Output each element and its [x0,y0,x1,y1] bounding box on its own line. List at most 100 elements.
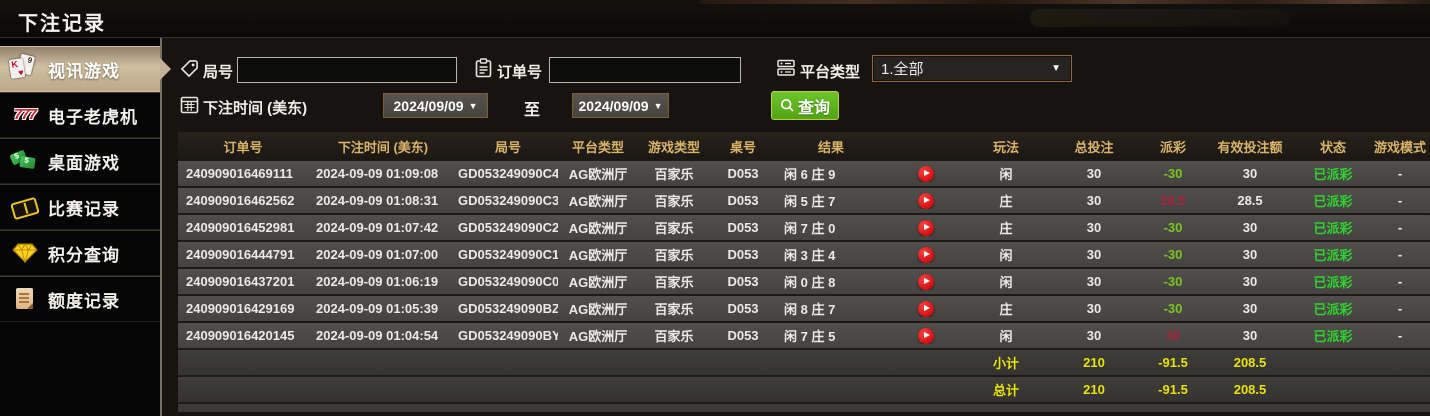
cell-mode: - [1397,193,1403,208]
platform-type-select[interactable]: 1.全部 ▼ [872,55,1072,82]
cell-valid: 30 [1242,274,1258,289]
cell-order: 240909016429169 [186,301,295,316]
cell-result: 闲 6 庄 9 [784,167,836,182]
sidebar-item-label: 额度记录 [48,291,120,311]
play-video-button[interactable] [918,273,934,290]
cell-time: 2024-09-09 01:07:42 [316,220,439,235]
cell-round: GD053249090C1 [458,247,558,262]
cell-play: 闲 [999,167,1013,182]
cell-play_btn [886,192,966,209]
chevron-down-icon: ▼ [1051,63,1061,74]
cell-platform: AG欧洲厅 [568,248,628,263]
header-cell: 有效投注额 [1217,139,1283,155]
cell-order: 240909016444791 [186,247,295,262]
cell-play: 闲 [999,275,1013,290]
cell-payout: -30 [1163,166,1183,181]
play-video-button[interactable] [918,246,934,263]
dominoes-icon [8,145,42,177]
query-button-label: 查询 [798,99,831,117]
cell-time: 2024-09-09 01:09:08 [316,166,439,181]
cell-mode: - [1397,274,1403,289]
tag-icon [180,60,198,78]
sidebar-item-points-query[interactable]: 积分查询 [0,230,160,276]
cell-platform: AG欧洲厅 [568,194,628,209]
cell-status: 已派彩 [1313,221,1353,236]
cell-valid: 28.5 [1237,193,1263,208]
sum-cell-total: 210 [1083,355,1105,370]
clipboard-icon [475,58,492,78]
cell-table_no: D053 [727,247,759,262]
table-total-row: 总计 210 -91.5 208.5 [178,377,1430,402]
cell-round: GD053249090C2 [458,220,558,235]
cell-status: 已派彩 [1313,275,1353,290]
date-from-picker[interactable]: 2024/09/09 ▼ [383,93,488,118]
cell-total: 30 [1086,274,1102,289]
header-cell: 平台类型 [571,139,624,155]
bet-time-label: 下注时间 (美东) [203,100,308,117]
play-video-button[interactable] [918,165,934,182]
sum-cell-total: 210 [1083,382,1105,397]
table-row: 240909016452981 2024-09-09 01:07:42 GD0532… [178,215,1430,240]
cell-payout: -30 [1163,301,1183,316]
platform-type-value: 1.全部 [881,61,924,78]
header-cell: 桌号 [729,139,756,155]
cell-play: 庄 [999,302,1013,317]
sidebar-item-table-games[interactable]: 桌面游戏 [0,138,160,184]
header-cell: 状态 [1319,139,1346,155]
date-to-picker[interactable]: 2024/09/09 ▼ [572,93,669,118]
cell-mode: - [1397,166,1403,181]
table-row: 240909016437201 2024-09-09 01:06:19 GD0532… [178,269,1430,294]
cell-valid: 30 [1242,220,1258,235]
calendar-icon [180,96,199,114]
order-number-label: 订单号 [497,64,543,81]
cell-payout: 30 [1165,328,1181,343]
chevron-down-icon: ▼ [653,100,663,111]
table-row: 240909016469111 2024-09-09 01:09:08 GD0532… [178,161,1430,186]
cell-total: 30 [1086,220,1102,235]
query-button[interactable]: 查询 [771,91,840,120]
cell-status: 已派彩 [1313,248,1353,263]
cell-order: 240909016462562 [186,193,295,208]
cell-valid: 30 [1242,247,1258,262]
cell-play_btn [886,246,966,263]
sidebar-item-slots[interactable]: 777 电子老虎机 [0,92,160,138]
cell-platform: AG欧洲厅 [568,275,628,290]
play-video-button[interactable] [918,327,934,344]
header-cell: 局号 [494,139,521,155]
cell-payout: 28.5 [1160,193,1186,208]
play-video-button[interactable] [918,219,934,236]
cell-payout: -30 [1163,274,1183,289]
sidebar-item-quota-records[interactable]: 额度记录 [0,276,160,322]
sidebar-item-label: 桌面游戏 [48,153,120,173]
cell-valid: 30 [1242,166,1258,181]
sidebar-item-match-records[interactable]: 比赛记录 [0,184,160,230]
sum-cell-valid: 208.5 [1233,382,1267,397]
table-subtotal-row: 小计 210 -91.5 208.5 [178,350,1430,375]
cell-round: GD053249090BY [458,328,558,343]
table-row: 240909016444791 2024-09-09 01:07:00 GD0532… [178,242,1430,267]
header-cell: 订单号 [223,139,263,155]
cell-round: GD053249090C4 [458,166,558,181]
sum-cell-payout: -91.5 [1158,382,1188,397]
cell-result: 闲 7 庄 0 [784,221,836,236]
play-video-button[interactable] [918,300,934,317]
document-icon [8,283,42,315]
order-number-input[interactable] [549,57,741,83]
cell-platform: AG欧洲厅 [568,302,628,317]
ticket-icon [8,191,42,223]
cell-play_btn [886,327,966,344]
sidebar-item-video-games[interactable]: 9 K ♥ 视讯游戏 [0,46,171,92]
play-video-button[interactable] [918,192,934,209]
cell-play: 闲 [999,329,1013,344]
sum-cell-play: 总计 [992,383,1019,398]
round-number-input[interactable] [237,57,457,83]
cell-time: 2024-09-09 01:04:54 [316,328,439,343]
playing-cards-icon: 9 K ♥ [8,53,36,79]
cell-play: 庄 [999,194,1013,209]
table-header-row: 订单号 下注时间 (美东) 局号 平台类型 游戏类型 桌号 结果 玩法 总投注 派彩 有效投注额 状态… [178,132,1430,160]
cell-game: 百家乐 [654,194,694,209]
gem-icon [8,237,42,269]
cell-table_no: D053 [727,328,759,343]
cell-total: 30 [1086,193,1102,208]
